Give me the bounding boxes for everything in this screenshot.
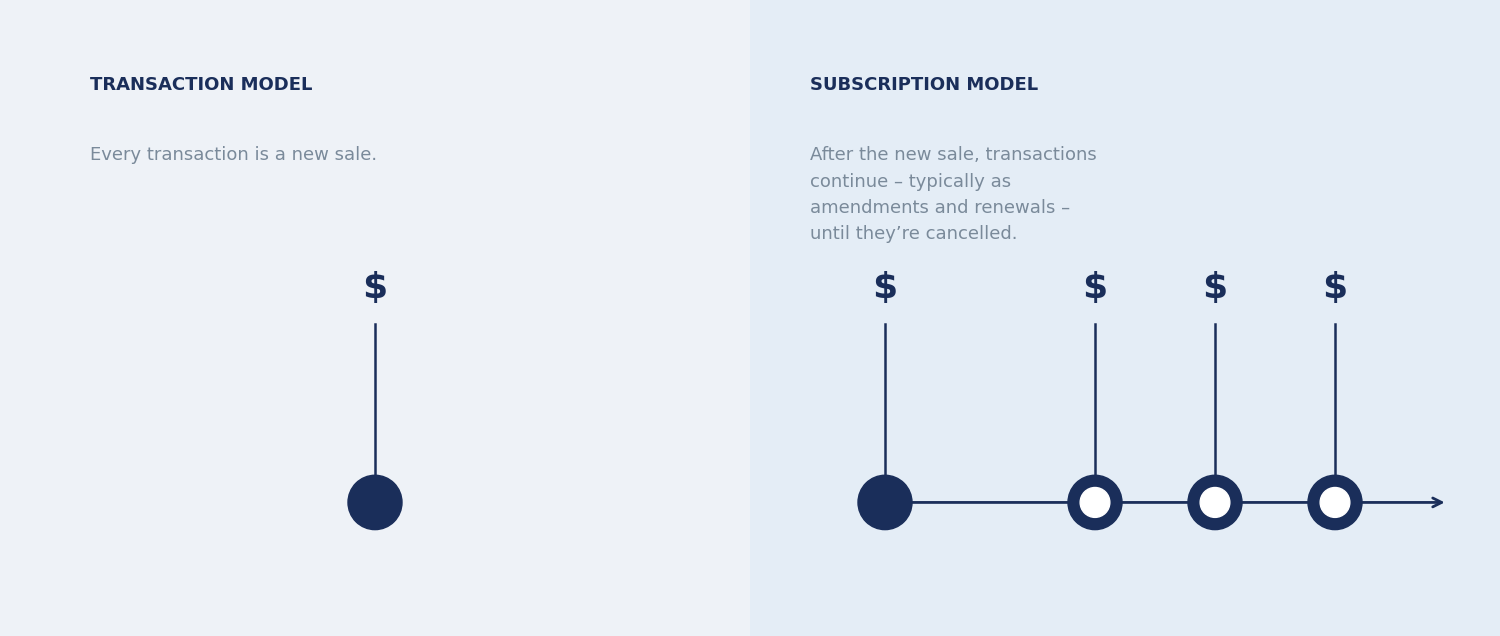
Text: $: $	[1203, 272, 1227, 305]
Ellipse shape	[1320, 487, 1350, 518]
Ellipse shape	[1308, 475, 1362, 530]
Text: $: $	[873, 272, 897, 305]
Text: $: $	[363, 272, 387, 305]
Ellipse shape	[1188, 475, 1242, 530]
Ellipse shape	[1200, 487, 1230, 518]
Text: After the new sale, transactions
continue – typically as
amendments and renewals: After the new sale, transactions continu…	[810, 146, 1096, 244]
Text: TRANSACTION MODEL: TRANSACTION MODEL	[90, 76, 312, 94]
Ellipse shape	[348, 475, 402, 530]
Ellipse shape	[1080, 487, 1110, 518]
Text: $: $	[1323, 272, 1347, 305]
Ellipse shape	[1068, 475, 1122, 530]
Ellipse shape	[858, 475, 912, 530]
Text: Every transaction is a new sale.: Every transaction is a new sale.	[90, 146, 376, 164]
Text: SUBSCRIPTION MODEL: SUBSCRIPTION MODEL	[810, 76, 1038, 94]
Bar	[0, 0, 750, 636]
Bar	[750, 0, 1500, 636]
Text: $: $	[1083, 272, 1107, 305]
